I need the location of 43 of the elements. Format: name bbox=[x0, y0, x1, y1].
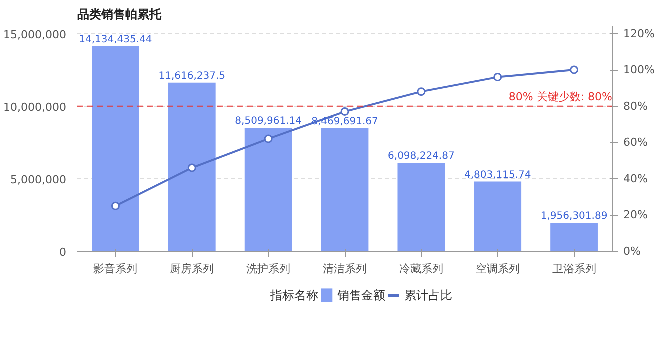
data-label: 1,956,301.89 bbox=[540, 211, 608, 222]
data-label: 6,098,224.87 bbox=[388, 150, 455, 162]
y2-tick-label: 40% bbox=[624, 172, 648, 186]
point bbox=[494, 73, 502, 82]
y-tick-label: 5,000,000 bbox=[10, 173, 66, 186]
bar bbox=[168, 82, 216, 252]
x-tick-label: 空调系列 bbox=[476, 262, 520, 276]
y2-tick-label: 20% bbox=[624, 208, 648, 222]
point bbox=[111, 202, 120, 210]
ref-line-label: 80% 关键少数: 80% bbox=[508, 90, 613, 104]
point bbox=[570, 66, 579, 74]
point bbox=[417, 88, 426, 96]
y-tick-label: 15,000,000 bbox=[4, 28, 67, 42]
data-label: 8,509,961.14 bbox=[235, 116, 302, 127]
x-tick-label: 冷藏系列 bbox=[399, 262, 444, 276]
point bbox=[340, 108, 350, 116]
point bbox=[188, 164, 196, 172]
legend-label: 销售金额 bbox=[336, 288, 386, 302]
y2-tick-label: 0% bbox=[624, 245, 641, 258]
x-tick-label: 洗护系列 bbox=[246, 262, 291, 276]
data-label: 14,134,435.44 bbox=[79, 34, 152, 46]
bar bbox=[244, 128, 292, 252]
y-tick-label: 10,000,000 bbox=[4, 100, 67, 114]
x-tick-label: 卫浴系列 bbox=[552, 262, 596, 276]
data-label: 4,803,115.74 bbox=[464, 170, 532, 181]
data-label: 11,616,237.5 bbox=[158, 70, 226, 82]
bar bbox=[398, 162, 446, 252]
bar bbox=[550, 223, 598, 252]
y2-tick-label: 60% bbox=[624, 136, 648, 150]
bar bbox=[321, 128, 369, 252]
bar bbox=[92, 46, 140, 252]
y2-tick-label: 80% bbox=[624, 100, 648, 113]
y2-tick-label: 120% bbox=[624, 27, 655, 40]
chart-title: 品类销售帕累托 bbox=[78, 8, 162, 22]
point bbox=[264, 134, 273, 144]
x-tick-label: 厨房系列 bbox=[170, 262, 214, 276]
x-tick-label: 清洁系列 bbox=[323, 262, 367, 276]
y2-tick-label: 100% bbox=[624, 64, 655, 77]
bar bbox=[474, 182, 522, 252]
y-tick-label: 0 bbox=[60, 246, 66, 259]
legend-title: 指标名称 bbox=[270, 288, 319, 302]
legend-label: 累计占比 bbox=[404, 288, 452, 302]
x-tick-label: 影音系列 bbox=[94, 262, 138, 276]
